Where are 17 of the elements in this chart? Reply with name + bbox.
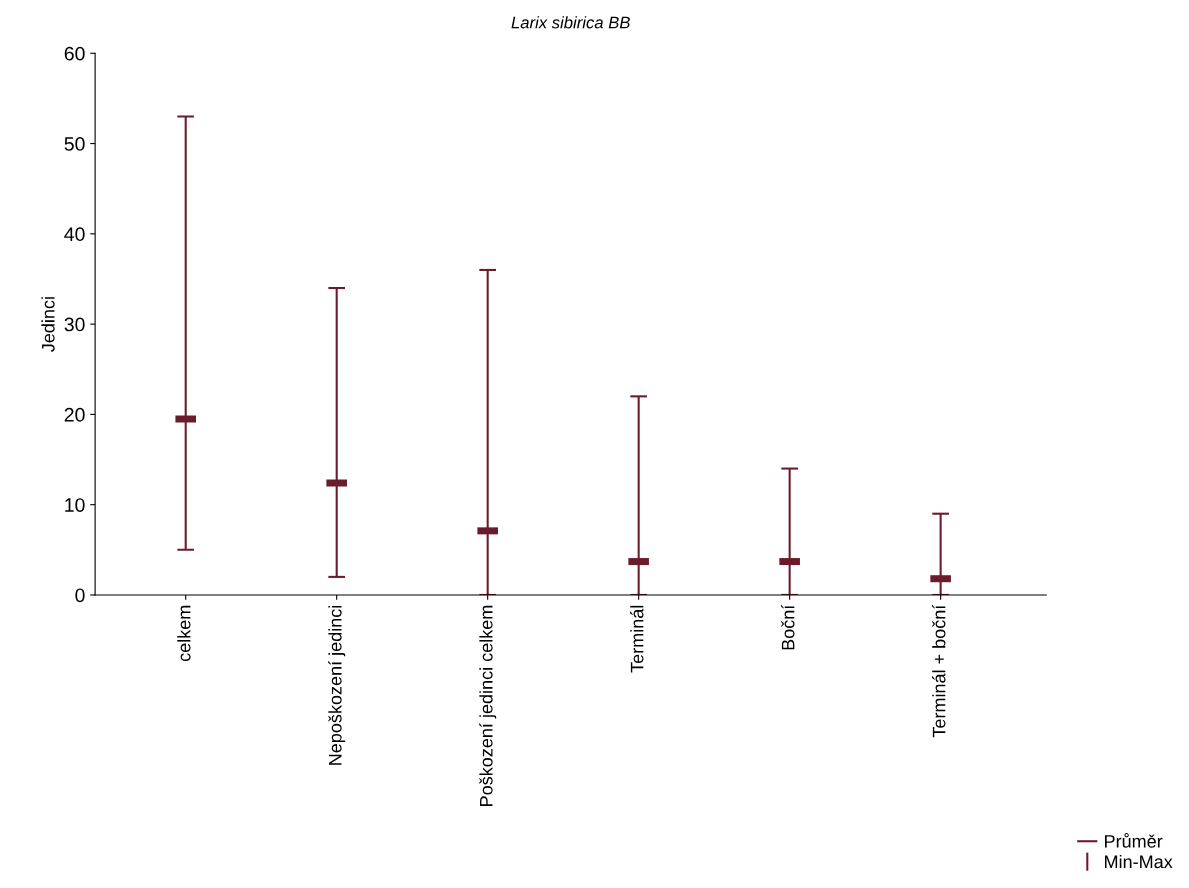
y-tick-label: 20: [64, 407, 85, 422]
x-tick-label: Poškození jedinci celkem: [479, 605, 497, 806]
y-tick-label: 40: [64, 227, 85, 242]
text: Min-Max: [1105, 854, 1173, 869]
y-tick-label: 0: [75, 588, 85, 603]
y-tick-label: 10: [65, 498, 85, 512]
x-tick-label: celkem: [177, 605, 191, 662]
chart-title: Larix sibirica BB: [511, 16, 630, 29]
y-axis-title: Jedinci: [41, 297, 55, 352]
x-tick-label: Nepoškození jedinci: [328, 605, 346, 765]
x-tick-label: Terminál + boční: [932, 604, 946, 738]
y-tick-label: 30: [64, 317, 85, 332]
x-tick-label: Boční: [781, 604, 795, 650]
x-tick-label: Terminál: [630, 605, 644, 673]
legend-label: Průměr: [1105, 833, 1163, 848]
y-tick-label: 60: [64, 46, 85, 61]
y-tick-label: 50: [64, 137, 85, 151]
